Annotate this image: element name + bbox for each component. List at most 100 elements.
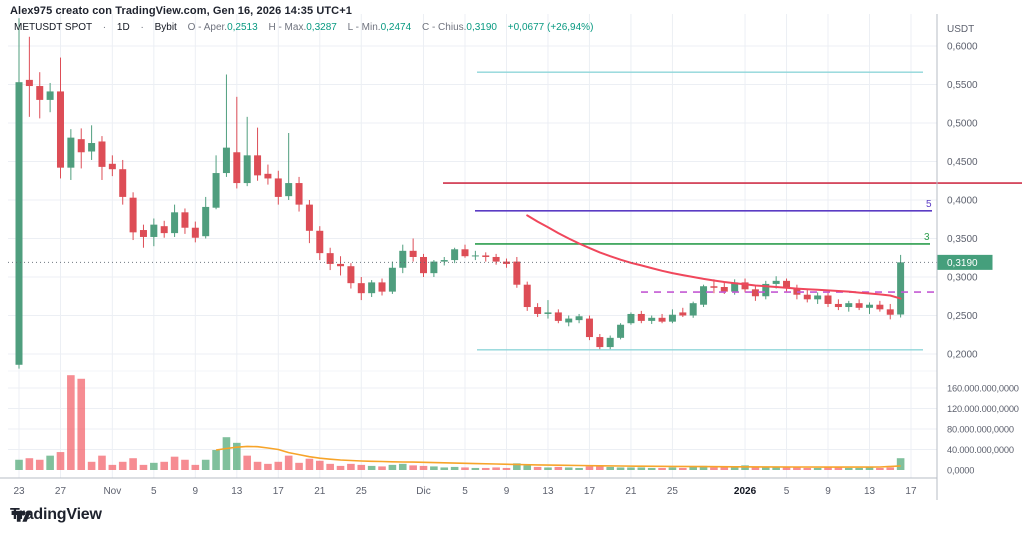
volume-bar [741, 465, 749, 470]
candle-body [814, 295, 822, 300]
candle-body [886, 309, 894, 315]
symbol-legend[interactable]: METUSDT SPOT · 1D · Bybit O - Aper.0,251… [14, 22, 593, 33]
volume-bar [554, 466, 563, 470]
candle-body [627, 313, 635, 324]
time-tick-label: 13 [542, 486, 554, 497]
legend-high-value: 0,3287 [306, 22, 337, 33]
volume-tick-label: 0,0000 [947, 466, 974, 476]
volume-bar [761, 466, 770, 470]
time-tick-label: 13 [231, 486, 243, 497]
volume-bar [150, 462, 158, 470]
sma-red-line [526, 214, 902, 300]
candle-body [824, 295, 832, 304]
volume-bar [388, 464, 397, 470]
volume-bar [793, 466, 801, 470]
legend-timeframe: 1D [116, 22, 130, 33]
candle-body [119, 169, 127, 197]
volume-bar [233, 442, 241, 470]
candle-body [471, 255, 479, 257]
candle-body [139, 230, 147, 237]
time-tick-label: 13 [864, 486, 876, 497]
volume-bar [46, 455, 54, 470]
candle-body [274, 178, 282, 197]
candle-body [160, 226, 168, 234]
time-tick-label: 17 [584, 486, 596, 497]
candle-body [440, 260, 448, 262]
candle-body [544, 312, 552, 314]
volume-bar [170, 456, 179, 470]
volume-bar [108, 464, 117, 470]
time-tick-label: Dic [416, 486, 430, 497]
volume-bar [305, 458, 314, 470]
candle-body [668, 314, 676, 322]
time-tick-label: 5 [462, 486, 468, 497]
candle-body [337, 263, 345, 267]
volume-bar [129, 458, 137, 470]
candle-body [720, 287, 728, 292]
candle-body [316, 230, 324, 254]
volume-bar [181, 459, 189, 470]
volume-bar [357, 464, 366, 470]
candle-body [326, 253, 334, 264]
volume-bar [243, 455, 251, 470]
volume-bar [616, 467, 625, 470]
legend-open-value: 0,2513 [227, 22, 258, 33]
candle-body [596, 337, 604, 348]
volume-tick-label: 40.000.000,0000 [947, 445, 1014, 455]
volume-bar [25, 458, 34, 470]
volume-bar [398, 463, 407, 470]
volume-bar [315, 460, 324, 470]
candle-body [36, 86, 44, 100]
candle-body [305, 204, 313, 231]
volume-bar [212, 450, 220, 470]
candle-body [295, 183, 303, 205]
volume-bar [679, 467, 687, 470]
time-scale[interactable] [0, 478, 937, 500]
volume-tick-label: 120.000.000,0000 [947, 404, 1019, 414]
candle-body [575, 316, 583, 321]
price-tick-label: 0,3000 [947, 273, 978, 284]
volume-bar [751, 467, 760, 470]
price-tick-label: 0,4500 [947, 157, 978, 168]
candle-body [461, 249, 469, 257]
volume-ma-line [215, 445, 901, 468]
candle-body [108, 163, 116, 170]
volume-bar [160, 461, 169, 470]
legend-close-value: 0,3190 [466, 22, 497, 33]
candle-body [56, 91, 64, 168]
candle-body [171, 212, 179, 234]
price-tick-label: 0,2500 [947, 311, 978, 322]
tradingview-logo[interactable]: TradingView [10, 506, 102, 524]
candle-body [658, 317, 666, 322]
price-tick-label: 0,6000 [947, 42, 978, 53]
candle-body [793, 288, 801, 295]
time-tick-label: 2026 [734, 486, 757, 497]
candle-body [897, 262, 905, 315]
candles-layer [15, 18, 905, 369]
volume-bar [118, 461, 127, 470]
candle-body [783, 280, 791, 289]
volume-layer [15, 375, 905, 470]
volume-bar [689, 466, 697, 470]
candle-body [834, 303, 842, 308]
volume-bar [782, 467, 791, 470]
volume-bar [564, 467, 573, 470]
candle-body [585, 318, 593, 338]
price-scale[interactable] [937, 14, 1024, 478]
candle-body [399, 250, 407, 268]
candle-body [803, 294, 811, 300]
volume-bar [699, 465, 708, 470]
candle-body [617, 324, 625, 338]
volume-bar [865, 466, 874, 470]
time-tick-label: 17 [905, 486, 917, 497]
candle-body [191, 227, 199, 238]
candle-body [202, 206, 210, 237]
volume-bar [295, 462, 303, 470]
volume-bar [35, 459, 44, 470]
volume-tick-label: 160.000.000,0000 [947, 384, 1019, 394]
candle-body [731, 282, 739, 292]
candle-body [751, 289, 759, 297]
candle-body [430, 261, 438, 274]
